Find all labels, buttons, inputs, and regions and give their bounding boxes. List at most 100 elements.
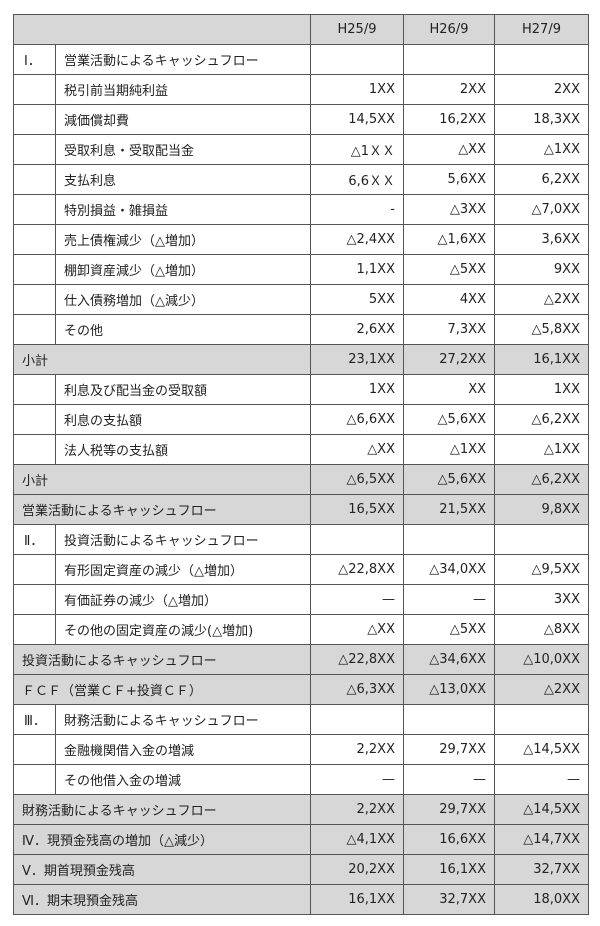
row-label: 売上債権減少（△増加）	[55, 224, 311, 255]
subtotal-row: 投資活動によるキャッシュフロー △22,8XX △34,6XX △10,0XX	[13, 644, 589, 675]
value-cell: △5,8XX	[494, 314, 589, 345]
value-cell: 16,1XX	[494, 344, 589, 375]
row-label: その他	[55, 314, 311, 345]
section-title: 投資活動によるキャッシュフロー	[55, 524, 311, 555]
value-cell: 6,6ＸＸ	[310, 164, 404, 195]
section-row: Ⅰ． 営業活動によるキャッシュフロー	[13, 44, 589, 75]
value-cell: △XX	[403, 134, 495, 165]
value-cell: 27,2XX	[403, 344, 495, 375]
item-row: 仕入債務増加（△減少） 5XX 4XX △2XX	[13, 284, 589, 315]
header-row: H25/9 H26/9 H27/9	[13, 14, 589, 45]
value-cell: △6,3XX	[310, 674, 404, 705]
indent-cell	[13, 164, 56, 195]
empty-cell	[403, 44, 495, 75]
section-number: Ⅰ．	[13, 44, 56, 75]
value-cell: 29,7XX	[403, 734, 495, 765]
item-row: 特別損益・雑損益 - △3XX △7,0XX	[13, 194, 589, 225]
item-row: 利息の支払額 △6,6XX △5,6XX △6,2XX	[13, 404, 589, 435]
empty-cell	[494, 524, 589, 555]
value-cell: 2,6XX	[310, 314, 404, 345]
empty-cell	[310, 704, 404, 735]
value-cell: △5,6XX	[403, 464, 495, 495]
subtotal-row: Ⅳ．現預金残高の増加（△減少） △4,1XX 16,6XX △14,7XX	[13, 824, 589, 855]
subtotal-row: 営業活動によるキャッシュフロー 16,5XX 21,5XX 9,8XX	[13, 494, 589, 525]
row-label: 小計	[13, 344, 311, 375]
value-cell: △1XX	[494, 134, 589, 165]
value-cell: 6,2XX	[494, 164, 589, 195]
value-cell: △34,0XX	[403, 554, 495, 585]
value-cell: 18,0XX	[494, 884, 589, 915]
value-cell: 16,5XX	[310, 494, 404, 525]
row-label: 小計	[13, 464, 311, 495]
row-label: その他借入金の増減	[55, 764, 311, 795]
row-label: 棚卸資産減少（△増加）	[55, 254, 311, 285]
value-cell: —	[403, 584, 495, 615]
row-label: Ⅵ．期末現預金残高	[13, 884, 311, 915]
value-cell: 16,6XX	[403, 824, 495, 855]
value-cell: 9XX	[494, 254, 589, 285]
row-label: 利息の支払額	[55, 404, 311, 435]
value-cell: △8XX	[494, 614, 589, 645]
section-title: 財務活動によるキャッシュフロー	[55, 704, 311, 735]
column-header: H26/9	[403, 14, 495, 45]
indent-cell	[13, 224, 56, 255]
column-header: H25/9	[310, 14, 404, 45]
value-cell: 16,2XX	[403, 104, 495, 135]
value-cell: 32,7XX	[403, 884, 495, 915]
row-label: 投資活動によるキャッシュフロー	[13, 644, 311, 675]
subtotal-row: Ⅵ．期末現預金残高 16,1XX 32,7XX 18,0XX	[13, 884, 589, 915]
value-cell: 5XX	[310, 284, 404, 315]
item-row: 支払利息 6,6ＸＸ 5,6XX 6,2XX	[13, 164, 589, 195]
value-cell: 3,6XX	[494, 224, 589, 255]
value-cell: 21,5XX	[403, 494, 495, 525]
row-label: 受取利息・受取配当金	[55, 134, 311, 165]
value-cell: △3XX	[403, 194, 495, 225]
value-cell: 14,5XX	[310, 104, 404, 135]
row-label: 特別損益・雑損益	[55, 194, 311, 225]
row-label: 減価償却費	[55, 104, 311, 135]
value-cell: 4XX	[403, 284, 495, 315]
value-cell: △6,2XX	[494, 404, 589, 435]
indent-cell	[13, 734, 56, 765]
value-cell: —	[310, 584, 404, 615]
item-row: その他 2,6XX 7,3XX △5,8XX	[13, 314, 589, 345]
value-cell: △14,5XX	[494, 734, 589, 765]
value-cell: 32,7XX	[494, 854, 589, 885]
value-cell: △10,0XX	[494, 644, 589, 675]
value-cell: △2,4XX	[310, 224, 404, 255]
indent-cell	[13, 764, 56, 795]
value-cell: XX	[403, 374, 495, 405]
value-cell: 7,3XX	[403, 314, 495, 345]
row-label: 有形固定資産の減少（△増加）	[55, 554, 311, 585]
item-row: その他借入金の増減 — — —	[13, 764, 589, 795]
item-row: 税引前当期純利益 1XX 2XX 2XX	[13, 74, 589, 105]
value-cell: 9,8XX	[494, 494, 589, 525]
row-label: Ⅳ．現預金残高の増加（△減少）	[13, 824, 311, 855]
value-cell: △14,7XX	[494, 824, 589, 855]
value-cell: △13,0XX	[403, 674, 495, 705]
item-row: 受取利息・受取配当金 △1ＸＸ △XX △1XX	[13, 134, 589, 165]
value-cell: △22,8XX	[310, 644, 404, 675]
subtotal-row: ＦＣＦ（営業ＣＦ+投資ＣＦ） △6,3XX △13,0XX △2XX	[13, 674, 589, 705]
section-number: Ⅲ．	[13, 704, 56, 735]
value-cell: △5XX	[403, 254, 495, 285]
value-cell: —	[494, 764, 589, 795]
value-cell: 1XX	[310, 374, 404, 405]
cash-flow-table: H25/9 H26/9 H27/9 Ⅰ． 営業活動によるキャッシュフロー 税引前当期純利益…	[13, 14, 589, 915]
subtotal-row: 小計 23,1XX 27,2XX 16,1XX	[13, 344, 589, 375]
indent-cell	[13, 584, 56, 615]
table-body: H25/9 H26/9 H27/9 Ⅰ． 営業活動によるキャッシュフロー 税引前当期純利益…	[13, 14, 589, 915]
subtotal-row: 小計 △6,5XX △5,6XX △6,2XX	[13, 464, 589, 495]
item-row: 棚卸資産減少（△増加） 1,1XX △5XX 9XX	[13, 254, 589, 285]
value-cell: 1XX	[494, 374, 589, 405]
row-label: 税引前当期純利益	[55, 74, 311, 105]
value-cell: △34,6XX	[403, 644, 495, 675]
subtotal-row: 財務活動によるキャッシュフロー 2,2XX 29,7XX △14,5XX	[13, 794, 589, 825]
value-cell: 29,7XX	[403, 794, 495, 825]
value-cell: △9,5XX	[494, 554, 589, 585]
indent-cell	[13, 374, 56, 405]
value-cell: △5XX	[403, 614, 495, 645]
value-cell: △7,0XX	[494, 194, 589, 225]
header-empty-cell	[13, 14, 311, 45]
